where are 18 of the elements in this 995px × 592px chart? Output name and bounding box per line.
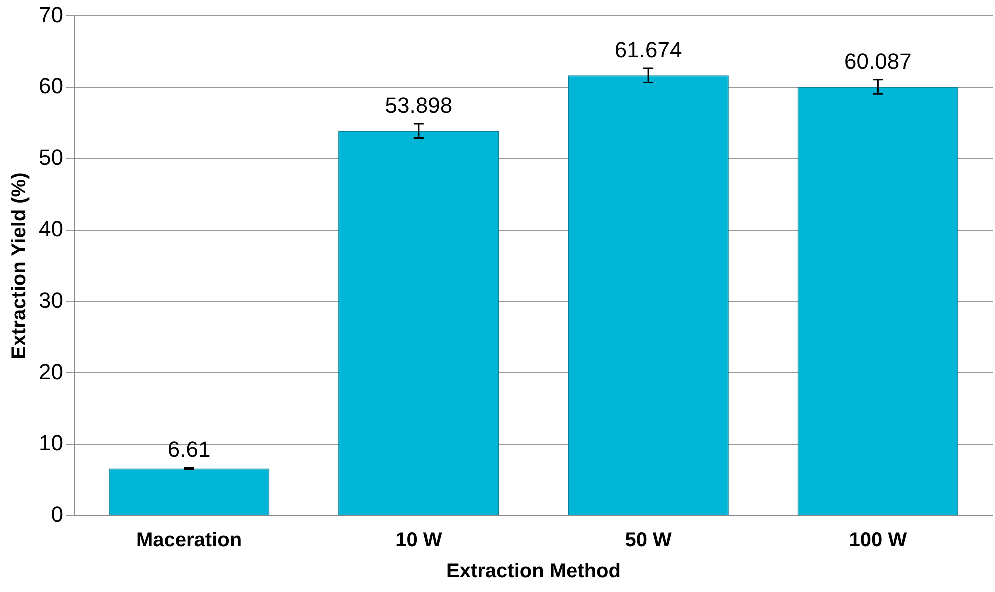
y-tick-label: 30 [38, 288, 64, 313]
y-tick-label: 10 [38, 430, 64, 456]
x-tick-label: Maceration [136, 530, 242, 552]
x-axis-title: Extraction Method [446, 560, 621, 583]
y-tick-label: 0 [51, 502, 64, 528]
y-tick-label: 50 [38, 145, 64, 170]
y-tick-label: 60 [38, 74, 64, 99]
data-label: 53.898 [385, 93, 453, 118]
y-tick-label: 20 [38, 359, 64, 384]
x-tick-label: 100 W [849, 530, 908, 552]
data-label: 60.087 [844, 48, 912, 74]
y-tick-label: 70 [38, 2, 64, 28]
x-tick-label: 10 W [396, 530, 442, 552]
data-label: 6.61 [168, 437, 211, 462]
y-tick-label: 40 [38, 216, 64, 242]
y-axis-title: Extraction Yield (%) [8, 172, 31, 360]
x-tick-label: 50 W [625, 530, 672, 552]
data-label: 61.674 [614, 38, 682, 63]
